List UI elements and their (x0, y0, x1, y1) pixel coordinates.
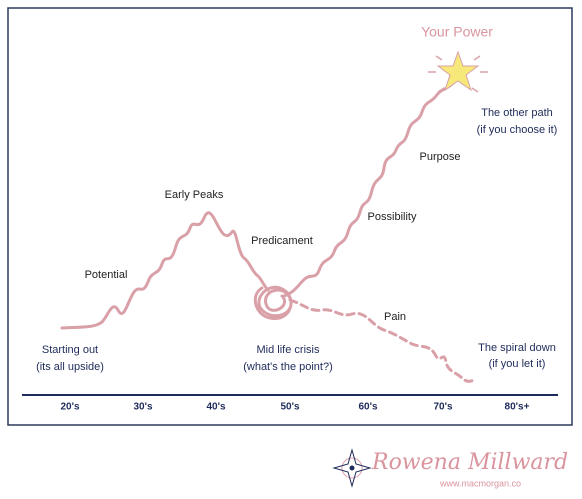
stage-label: Possibility (368, 211, 417, 223)
axis-label: 70's (433, 402, 453, 413)
axis-label: 80's+ (505, 402, 530, 413)
note: The other path (481, 107, 553, 119)
note: (if you let it) (489, 358, 546, 370)
footer-url: www.macmorgan.co (439, 478, 521, 488)
stage-label: Potential (85, 269, 128, 281)
note: The spiral down (478, 342, 556, 354)
spiral-path (288, 298, 476, 383)
life-path (60, 211, 270, 330)
note: (its all upside) (36, 361, 104, 373)
footer-name: Rowena Millward (371, 450, 568, 475)
life-path-up (253, 82, 454, 320)
title: Your Power (421, 24, 493, 40)
axis-label: 20's (60, 402, 80, 413)
axis-label: 40's (206, 402, 226, 413)
stage-label: Early Peaks (165, 189, 224, 201)
stage-label: Predicament (251, 235, 313, 247)
note: (if you choose it) (477, 124, 558, 136)
stage-label: Purpose (420, 151, 461, 163)
star (428, 50, 488, 93)
axis-label: 60's (358, 402, 378, 413)
axis-label: 50's (280, 402, 300, 413)
logo-icon (332, 448, 372, 488)
note: Starting out (42, 344, 98, 356)
frame (7, 7, 573, 426)
note: Mid life crisis (257, 344, 320, 356)
axis-label: 30's (133, 402, 153, 413)
axis-labels: 20's 30's 40's 50's 60's 70's 80's+ (60, 402, 529, 413)
stage-label: Pain (384, 311, 406, 323)
note: (what's the point?) (243, 361, 333, 373)
